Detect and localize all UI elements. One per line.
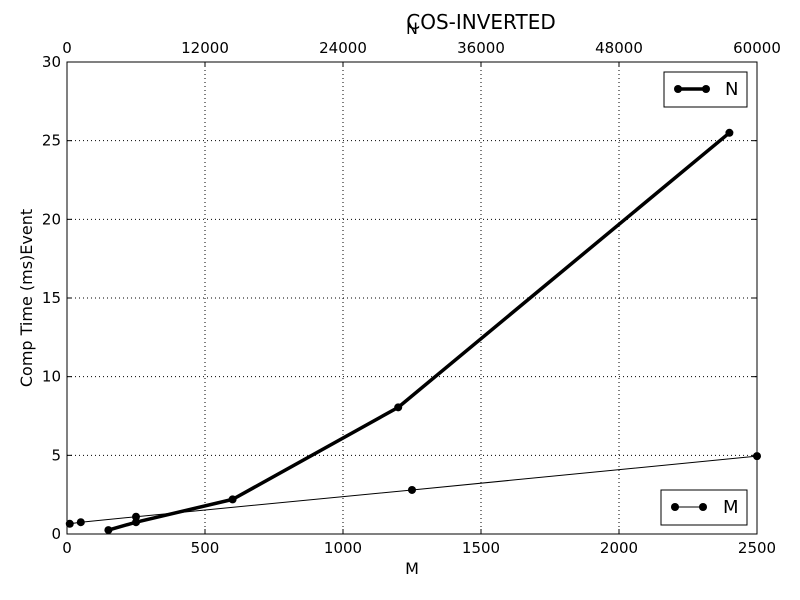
x-tick-label: 2500 <box>738 539 776 557</box>
legend-m-marker-right <box>699 503 707 511</box>
x2-tick-label: 24000 <box>319 39 367 57</box>
x-tick-label: 1000 <box>324 539 362 557</box>
x-tick-label: 2000 <box>600 539 638 557</box>
legend-n-marker-left <box>674 85 682 93</box>
x-tick-label: 0 <box>62 539 72 557</box>
y-tick-label: 10 <box>42 368 61 386</box>
x2-tick-label: 0 <box>62 39 72 57</box>
y-axis-label: Comp Time (ms)Event <box>17 209 36 387</box>
series-n-point <box>725 128 734 137</box>
ticks: 0 500 1000 1500 2000 2500 0 12000 24000 36000 4800… <box>42 39 781 557</box>
series-m-point <box>132 512 140 521</box>
y-tick-label: 15 <box>42 289 61 307</box>
series-m-point <box>408 485 416 494</box>
legend-n-label: N <box>725 79 738 100</box>
legend-m-marker-left <box>671 503 679 511</box>
series-layer <box>65 128 761 535</box>
y-tick-label: 25 <box>42 132 61 150</box>
series-m-point <box>65 519 74 528</box>
legend-m-label: M <box>723 497 739 518</box>
y-tick-label: 30 <box>42 53 61 71</box>
series-n-point <box>228 495 237 504</box>
y-tick-label: 20 <box>42 210 61 228</box>
x2-axis-label: N <box>406 19 418 38</box>
series-n-point <box>132 518 140 527</box>
x-tick-label: 1500 <box>462 539 500 557</box>
series-n-point <box>394 403 403 412</box>
chart-title: COS-INVERTED <box>406 10 556 34</box>
x2-tick-label: 12000 <box>181 39 229 57</box>
grid <box>67 62 757 534</box>
series-m-point <box>76 518 85 527</box>
x-tick-label: 500 <box>191 539 220 557</box>
y-tick-label: 5 <box>51 446 61 464</box>
x2-tick-label: 48000 <box>595 39 643 57</box>
x2-tick-label: 60000 <box>733 39 781 57</box>
y-tick-label: 0 <box>51 525 61 543</box>
x-axis-label: M <box>405 559 419 578</box>
legend-n-marker-right <box>702 85 710 93</box>
series-n-point <box>104 526 113 535</box>
x2-tick-label: 36000 <box>457 39 505 57</box>
legend-m: M <box>660 489 748 526</box>
legend-n: N <box>663 71 748 108</box>
